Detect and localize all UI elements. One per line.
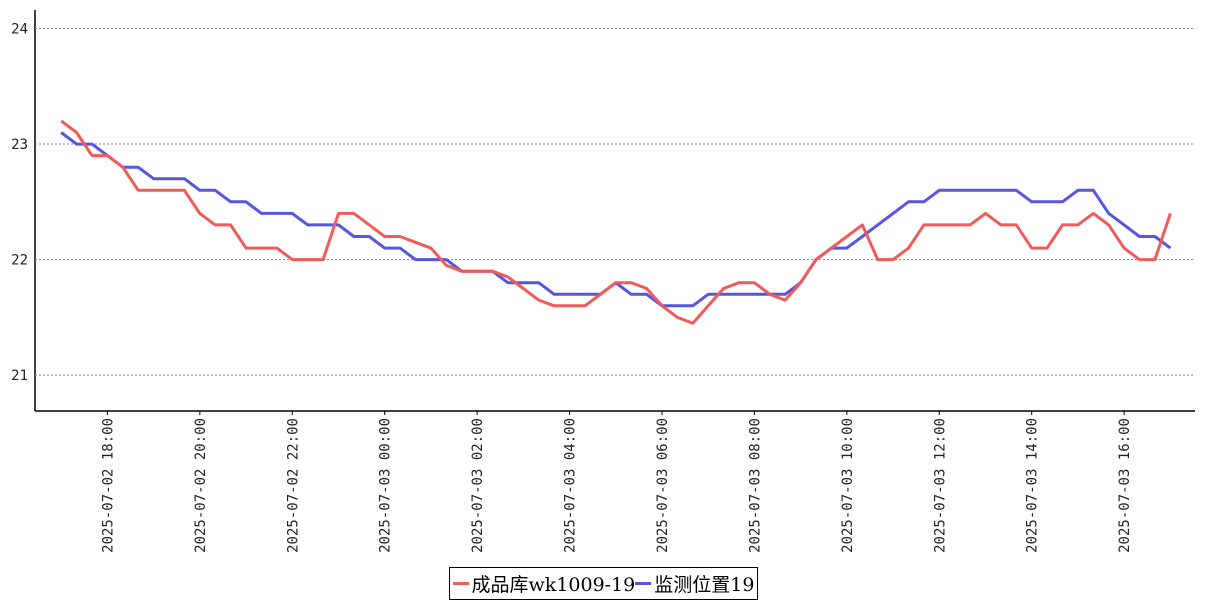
legend-swatch: [452, 582, 469, 585]
x-tick-label: 2025-07-03 16:00: [1117, 418, 1133, 553]
x-tick-label: 2025-07-03 10:00: [840, 418, 856, 553]
legend-item: 成品库wk1009-19: [452, 570, 636, 597]
x-tick-label: 2025-07-02 22:00: [285, 418, 301, 553]
x-tick-label: 2025-07-03 06:00: [655, 418, 671, 553]
x-tick-label: 2025-07-03 04:00: [563, 418, 579, 553]
legend-swatch: [635, 582, 652, 585]
y-tick-label: 23: [11, 137, 28, 153]
y-tick-label: 21: [11, 368, 28, 384]
y-tick-label: 24: [11, 21, 28, 37]
chart: 21 22 23 24 2025-07-02 18:00 2025-07-02 20:00…: [11, 10, 1195, 553]
series-line: [60, 119, 1172, 325]
x-tick-label: 2025-07-03 14:00: [1025, 418, 1041, 553]
x-tick-label: 2025-07-03 12:00: [932, 418, 948, 553]
legend: 成品库wk1009-19 监测位置19: [448, 567, 759, 600]
legend-item: 监测位置19: [635, 570, 754, 597]
x-tick-label: 2025-07-02 18:00: [100, 418, 116, 553]
legend-label: 成品库wk1009-19: [471, 574, 636, 596]
x-tick-label: 2025-07-03 02:00: [470, 418, 486, 553]
x-tick-label: 2025-07-03 00:00: [378, 418, 394, 553]
y-tick-label: 22: [11, 253, 28, 269]
x-tick-label: 2025-07-02 20:00: [193, 418, 209, 553]
legend-label: 监测位置19: [654, 574, 755, 596]
series-line: [60, 131, 1172, 308]
x-tick-label: 2025-07-03 08:00: [747, 418, 763, 553]
